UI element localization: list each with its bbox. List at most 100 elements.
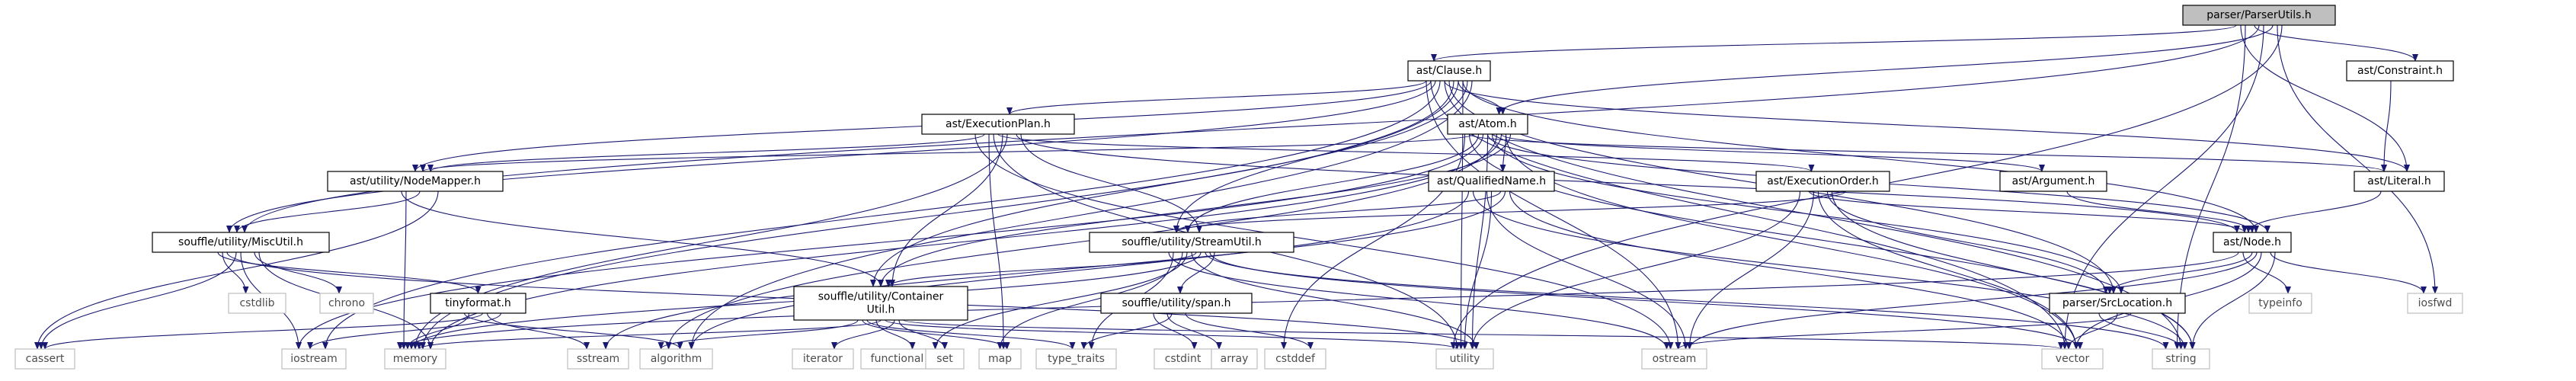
node-label: ast/ExecutionPlan.h (946, 118, 1051, 130)
edge-ast-clause-to-ast-execplan (1006, 80, 1427, 115)
node-ast-execplan[interactable]: ast/ExecutionPlan.h (921, 114, 1075, 135)
node-ast-clause[interactable]: ast/Clause.h (1407, 60, 1491, 82)
edge-tinyformat-to-cassert (42, 312, 484, 350)
node-box (860, 348, 934, 370)
node-label: string (2165, 353, 2196, 365)
edge-tinyformat-to-memory (405, 312, 470, 350)
node-box (2354, 171, 2445, 192)
node-label: iostream (290, 353, 338, 365)
edge-stream-util-to-span (1177, 251, 1215, 294)
node-array: array (1211, 348, 1258, 370)
node-ast-qualname[interactable]: ast/QualifiedName.h (1428, 171, 1555, 192)
node-label: souffle/utility/span.h (1122, 297, 1230, 309)
node-label: ast/Clause.h (1416, 65, 1482, 77)
edge-ast-qualname-to-ostream (1486, 190, 1689, 350)
node-box (1435, 348, 1494, 370)
edge-parser-utils-to-string (2174, 24, 2246, 350)
node-ast-node[interactable]: ast/Node.h (2213, 232, 2292, 253)
node-box (2346, 60, 2454, 82)
edge-ast-qualname-to-vector (1509, 190, 2072, 350)
node-box (1407, 60, 1491, 82)
node-memory: memory (384, 348, 446, 370)
edge-container-util-to-iterator (831, 319, 895, 350)
node-ast-literal[interactable]: ast/Literal.h (2354, 171, 2445, 192)
node-label: Util.h (867, 304, 895, 316)
node-label: sstream (577, 353, 619, 365)
edge-srclocation-to-string (2098, 312, 2184, 350)
node-ast-atom[interactable]: ast/Atom.h (1447, 114, 1528, 135)
edge-container-util-to-map (862, 319, 1010, 350)
node-box (430, 293, 526, 314)
node-algorithm: algorithm (639, 348, 713, 370)
node-box (639, 348, 713, 370)
node-label: iosfwd (2418, 297, 2453, 309)
node-label: cstdlib (239, 297, 274, 309)
node-label: souffle/utility/StreamUtil.h (1122, 236, 1262, 248)
edge-ast-clause-to-algorithm (688, 80, 1473, 350)
edge-stream-util-to-utility (1191, 251, 1480, 350)
node-box (793, 286, 968, 321)
node-string: string (2152, 348, 2210, 370)
edge-ast-node-to-ostream (1686, 251, 2258, 350)
edge-tinyformat-to-sstream (486, 312, 590, 350)
edge-parser-utils-to-misc-util (242, 24, 2260, 233)
node-iosfwd: iosfwd (2407, 293, 2463, 314)
node-span[interactable]: souffle/utility/span.h (1100, 293, 1253, 314)
node-label: type_traits (1048, 353, 1105, 365)
node-label: map (988, 353, 1012, 365)
edge-ast-clause-to-ast-literal (1444, 80, 2410, 172)
node-cstdlib: cstdlib (228, 293, 286, 314)
edge-ast-atom-to-utility (1469, 133, 1489, 350)
edge-ast-clause-to-misc-util (226, 80, 1436, 233)
edge-srclocation-to-vector (2066, 312, 2118, 350)
edge-ast-atom-to-algorithm (665, 133, 1498, 350)
edge-ast-clause-to-iostream (322, 80, 1441, 350)
node-box (281, 348, 347, 370)
node-cassert: cassert (14, 348, 75, 370)
node-label: ast/Atom.h (1458, 118, 1516, 130)
node-ast-constraint[interactable]: ast/Constraint.h (2346, 60, 2454, 82)
node-box (152, 232, 330, 253)
node-tinyformat[interactable]: tinyformat.h (430, 293, 526, 314)
node-box (2213, 232, 2292, 253)
node-label: set (936, 353, 953, 365)
node-stream-util[interactable]: souffle/utility/StreamUtil.h (1089, 232, 1294, 253)
edge-container-util-to-functional (875, 319, 916, 350)
node-parser-utils[interactable]: parser/ParserUtils.h (2182, 5, 2336, 26)
edge-span-to-type-traits (1080, 312, 1173, 350)
edge-misc-util-to-chrono (254, 251, 342, 294)
edge-parser-utils-to-vector (2062, 24, 2264, 350)
node-label: memory (393, 353, 438, 365)
edge-ast-qualname-to-utility (1461, 190, 1493, 350)
node-misc-util[interactable]: souffle/utility/MiscUtil.h (152, 232, 330, 253)
edge-parser-utils-to-iosfwd (2277, 24, 2438, 294)
node-box (2152, 348, 2210, 370)
node-cstdint: cstdint (1154, 348, 1212, 370)
node-label: functional (871, 353, 924, 365)
edge-misc-util-to-cstdlib (222, 251, 249, 294)
node-label: typeinfo (2258, 297, 2302, 309)
edge-ast-execplan-to-map (988, 133, 1007, 350)
node-label: ast/Literal.h (2367, 175, 2430, 187)
node-ast-argument[interactable]: ast/Argument.h (1999, 171, 2107, 192)
edge-ast-execplan-to-container-util (889, 133, 1003, 287)
edge-ast-atom-to-ast-literal (1468, 133, 2387, 172)
edge-ast-atom-to-ast-nodemapper (420, 133, 1475, 172)
edge-stream-util-to-map (997, 251, 1183, 350)
node-ostream: ostream (1641, 348, 1707, 370)
node-ast-nodemapper[interactable]: ast/utility/NodeMapper.h (327, 171, 504, 192)
edge-container-util-to-algorithm (658, 319, 859, 350)
node-label: ostream (1653, 353, 1697, 365)
node-label: iterator (803, 353, 843, 365)
node-ast-execorder[interactable]: ast/ExecutionOrder.h (1755, 171, 1890, 192)
node-typeinfo: typeinfo (2248, 293, 2312, 314)
edge-tinyformat-to-algorithm (463, 312, 683, 350)
node-box (14, 348, 75, 370)
edge-ast-execorder-to-ostream (1686, 190, 1815, 350)
edge-container-util-to-utility (885, 319, 1461, 350)
edge-ast-nodemapper-to-memory (401, 190, 408, 350)
edge-ast-nodemapper-to-container-util (401, 190, 884, 287)
node-srclocation[interactable]: parser/SrcLocation.h (2049, 293, 2186, 314)
